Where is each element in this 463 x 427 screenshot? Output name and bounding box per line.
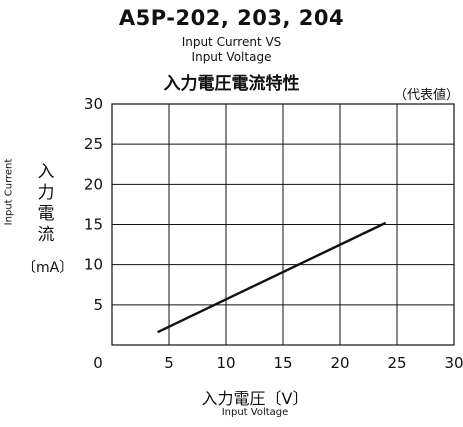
- x-tick-label: 5: [164, 354, 174, 372]
- y-tick-label: 25: [84, 135, 103, 153]
- x-tick-label: 25: [387, 354, 406, 372]
- x-tick-label: 15: [273, 354, 292, 372]
- chart-title: A5P-202, 203, 204: [118, 6, 345, 30]
- x-tick-label: 20: [330, 354, 349, 372]
- x-axis-label-english: Input Voltage: [221, 407, 289, 418]
- y-axis-label: 入力電流: [37, 162, 55, 245]
- chart-subtitle-line-3: 入力電圧電流特性: [163, 74, 300, 94]
- chart-subtitle-line-2: Input Voltage: [191, 50, 272, 64]
- x-tick-label: 30: [444, 354, 463, 372]
- x-axis-label: 入力電圧〔V〕: [201, 389, 309, 408]
- series-line: [157, 221, 387, 334]
- y-tick-label: 15: [84, 216, 103, 234]
- y-tick-label: 20: [84, 175, 103, 193]
- x-tick-label: 0: [93, 354, 103, 372]
- x-tick-label: 10: [216, 354, 235, 372]
- y-axis-unit: 〔mA〕: [22, 260, 74, 276]
- representative-value-note: （代表値）: [394, 88, 460, 103]
- y-tick-label: 30: [84, 95, 103, 113]
- chart-subtitle-line-1: Input Current VS: [181, 35, 282, 49]
- y-tick-label: 5: [93, 296, 103, 314]
- y-tick-label: 10: [84, 256, 103, 274]
